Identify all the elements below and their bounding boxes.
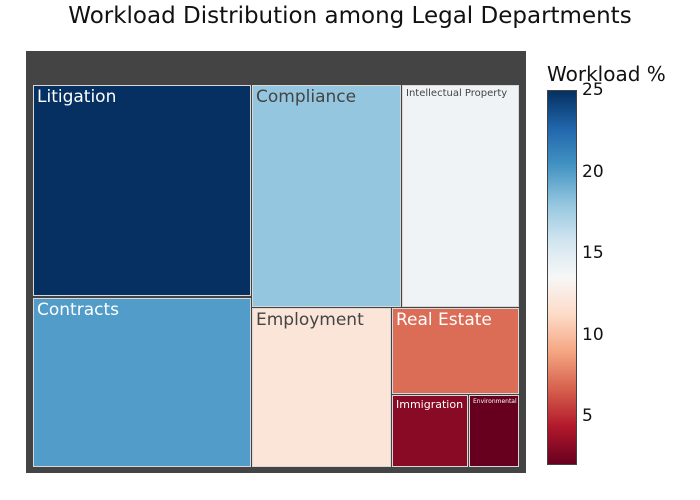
treemap-tile-label: Employment — [256, 310, 364, 330]
treemap-tile-compliance: Compliance — [252, 85, 401, 307]
treemap-tile-litigation: Litigation — [33, 85, 251, 296]
treemap-tile-environmental: Environmental — [469, 395, 519, 467]
treemap-tile-label: Contracts — [37, 300, 119, 320]
treemap-area: Litigation Contracts Compliance Intellectua… — [33, 85, 519, 467]
colorbar-tick-label: 15 — [582, 243, 604, 264]
colorbar — [547, 90, 577, 465]
chart-title: Workload Distribution among Legal Depart… — [68, 3, 632, 29]
treemap-tile-label: Litigation — [37, 87, 117, 107]
treemap-tile-immigration: Immigration — [392, 395, 468, 467]
treemap-tile-intellectual-property: Intellectual Property — [402, 85, 519, 307]
treemap-tile-label: Real Estate — [396, 310, 492, 330]
colorbar-title: Workload % — [547, 62, 666, 86]
treemap-tile-label: Immigration — [396, 398, 464, 411]
colorbar-tick-label: 10 — [582, 324, 604, 345]
colorbar-tick-label: 25 — [582, 80, 604, 100]
treemap-tile-employment: Employment — [252, 308, 391, 467]
treemap-tile-contracts: Contracts — [33, 298, 251, 467]
colorbar-tick-label: 20 — [582, 161, 604, 182]
treemap-tile-label: Intellectual Property — [406, 88, 508, 99]
colorbar-tick-label: 5 — [582, 406, 593, 427]
treemap-tile-label: Environmental — [473, 398, 517, 405]
treemap-tile-real-estate: Real Estate — [392, 308, 519, 394]
treemap-tile-label: Compliance — [256, 87, 357, 107]
